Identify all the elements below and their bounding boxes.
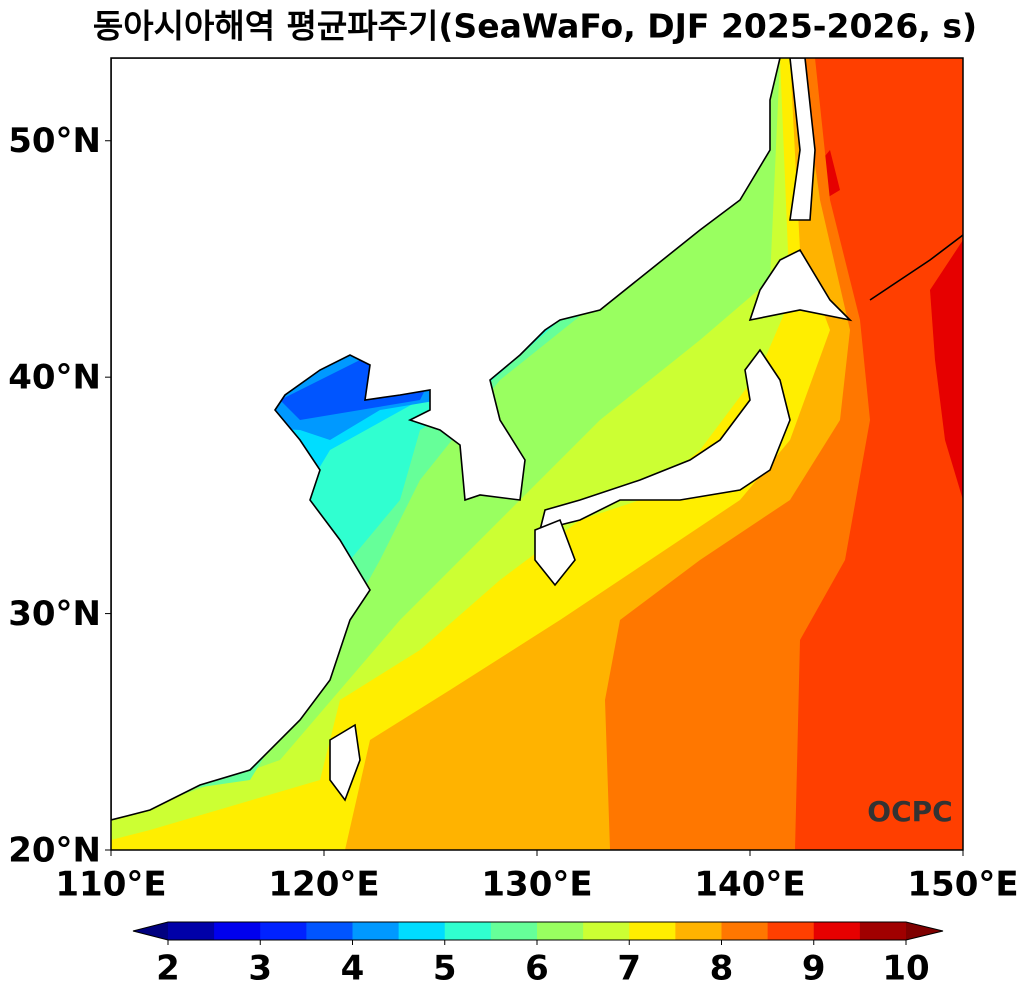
x-tick-label: 150°E <box>907 865 1018 905</box>
y-tick-label: 50°N <box>8 121 101 161</box>
colorbar-tick-label: 7 <box>617 949 641 989</box>
colorbar-tick-label: 6 <box>525 949 549 989</box>
x-tick-label: 120°E <box>268 865 379 905</box>
wave-period-field <box>111 58 963 850</box>
kuril-islands <box>869 234 963 301</box>
colorbar-tick-label: 9 <box>802 949 826 989</box>
colorbar-segment <box>398 922 446 940</box>
colorbar-tick-label: 5 <box>433 949 457 989</box>
colorbar-segment <box>260 922 307 940</box>
colorbar-segment <box>721 922 769 940</box>
colorbar-segment <box>490 922 538 940</box>
colorbar-segment <box>214 922 261 940</box>
land-taiwan <box>329 723 361 802</box>
x-tick-label: 130°E <box>481 865 592 905</box>
y-tick-label: 20°N <box>8 831 101 871</box>
y-tick-label: 30°N <box>8 594 101 634</box>
colorbar-segment <box>859 922 907 940</box>
colorbar-over <box>906 922 943 940</box>
colorbar-tick-label: 4 <box>341 949 365 989</box>
y-tick-label: 40°N <box>8 358 101 398</box>
chart-title: 동아시아해역 평균파주기(SeaWaFo, DJF 2025-2026, s) <box>93 7 977 46</box>
colorbar-segment <box>444 922 492 940</box>
x-tick-label: 110°E <box>55 865 166 905</box>
land-honshu <box>538 348 791 532</box>
colorbar-segment <box>583 922 630 940</box>
land-sakhalin <box>789 58 816 221</box>
colorbar-segment <box>629 922 676 940</box>
colorbar-under <box>133 922 168 940</box>
land-kyushu <box>534 518 576 587</box>
colorbar-tick-label: 8 <box>710 949 734 989</box>
land-hokkaido <box>748 248 853 322</box>
colorbar-segment <box>306 922 353 940</box>
colorbar-tick-label: 3 <box>248 949 272 989</box>
x-tick-label: 140°E <box>694 865 805 905</box>
colorbar-segment <box>537 922 584 940</box>
colorbar-tick-label: 2 <box>156 949 180 989</box>
colorbar-segment <box>813 922 861 940</box>
logo: OCPC <box>867 795 952 828</box>
colorbar-segment <box>352 922 400 940</box>
colorbar-tick-label: 10 <box>882 949 929 989</box>
land-mainland <box>111 58 781 821</box>
colorbar-segment <box>767 922 815 940</box>
colorbar-segment <box>675 922 722 940</box>
colorbar-segment <box>168 922 215 940</box>
